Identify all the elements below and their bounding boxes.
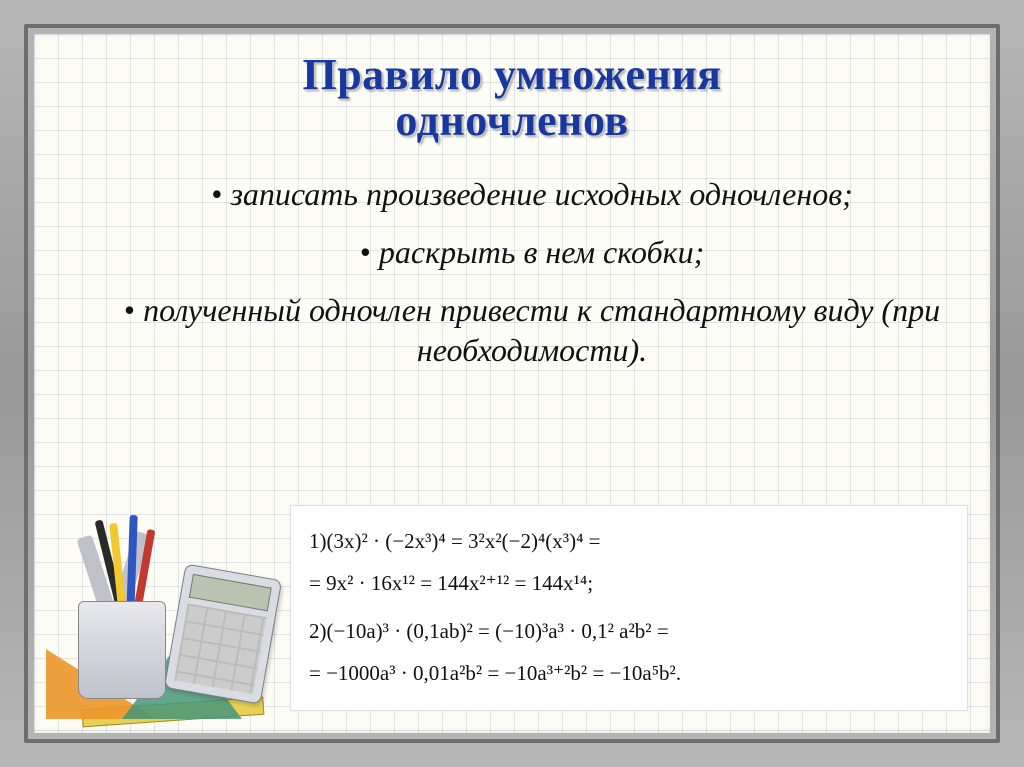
graph-paper-background: Правило умножения одночленов записать пр… — [34, 34, 990, 733]
title-line-1: Правило умножения — [302, 50, 721, 99]
bullet-3: полученный одночлен привести к стандартн… — [94, 290, 970, 370]
school-supplies-clipart — [42, 485, 302, 725]
example-1-line-2: = 9x² · 16x¹² = 144x²⁺¹² = 144x¹⁴; — [309, 562, 949, 604]
bullet-2: раскрыть в нем скобки; — [94, 232, 970, 272]
slide-title: Правило умножения одночленов — [34, 34, 990, 144]
example-1-line-1: 1)(3x)² · (−2x³)⁴ = 3²x²(−2)⁴(x³)⁴ = — [309, 520, 949, 562]
calculator-icon — [164, 563, 282, 704]
slide-frame: Правило умножения одночленов записать пр… — [0, 0, 1024, 767]
title-line-2: одночленов — [395, 96, 628, 145]
example-2-line-2: = −1000a³ · 0,01a²b² = −10a³⁺²b² = −10a⁵… — [309, 652, 949, 694]
rule-bullet-list: записать произведение исходных одночлено… — [54, 174, 970, 370]
worked-examples-box: 1)(3x)² · (−2x³)⁴ = 3²x²(−2)⁴(x³)⁴ = = 9… — [290, 505, 968, 711]
pencil-cup-icon — [78, 601, 166, 699]
example-2-line-1: 2)(−10a)³ · (0,1ab)² = (−10)³a³ · 0,1² a… — [309, 610, 949, 652]
bullet-1: записать произведение исходных одночлено… — [94, 174, 970, 214]
